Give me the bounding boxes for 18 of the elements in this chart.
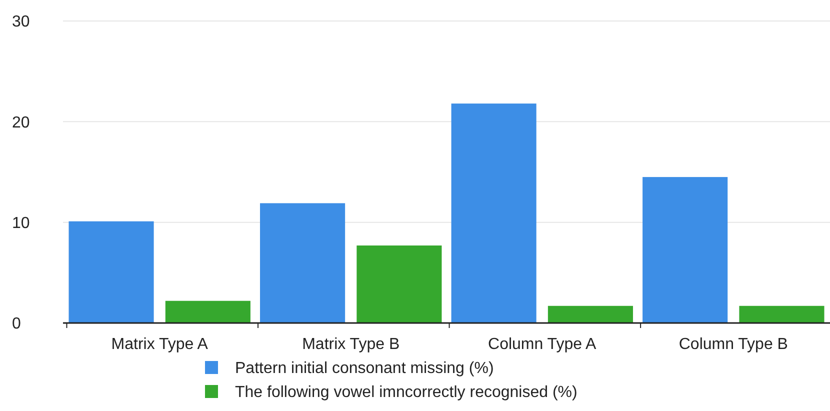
bar [642, 177, 728, 323]
bar [165, 300, 250, 323]
x-tick-label: Matrix Type A [111, 336, 208, 353]
y-tick-label: 30 [12, 14, 30, 31]
bar [739, 306, 824, 323]
bar [356, 245, 442, 323]
x-tick-label: Column Type A [488, 336, 597, 353]
bar [548, 306, 633, 323]
legend-label: The following vowel imncorrectly recognised (%) [235, 384, 578, 401]
y-tick-label: 10 [12, 214, 30, 232]
legend-label: Pattern initial consonant missing (%) [235, 360, 494, 377]
y-tick-label: 0 [12, 316, 21, 333]
x-tick-label: Column Type B [678, 336, 788, 353]
y-tick-label: 20 [12, 114, 30, 132]
x-tick-label: Matrix Type B [302, 336, 400, 353]
bar [260, 203, 346, 323]
bar [68, 221, 154, 323]
bar [451, 104, 536, 323]
